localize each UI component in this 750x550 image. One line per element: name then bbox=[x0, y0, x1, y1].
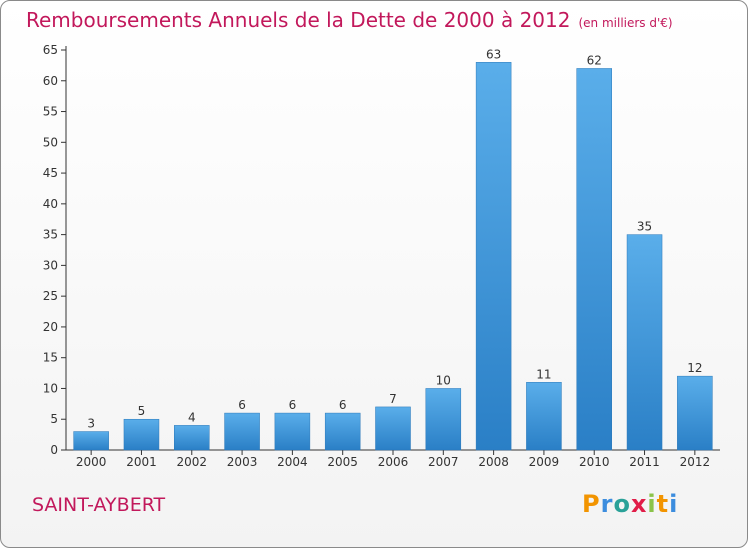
logo-letter: i bbox=[669, 490, 679, 518]
data-label: 10 bbox=[436, 373, 451, 387]
logo-letter: P bbox=[582, 490, 601, 518]
commune-name: SAINT-AYBERT bbox=[32, 494, 166, 516]
y-tick-label: 35 bbox=[43, 228, 58, 242]
x-tick-label: 2007 bbox=[428, 455, 459, 469]
data-label: 12 bbox=[687, 361, 702, 375]
bar bbox=[677, 375, 713, 451]
data-label: 7 bbox=[389, 392, 397, 406]
logo-letter: x bbox=[630, 490, 648, 518]
x-tick-label: 2001 bbox=[126, 455, 157, 469]
x-tick-label: 2011 bbox=[629, 455, 660, 469]
x-tick-label: 2009 bbox=[529, 455, 560, 469]
data-label: 63 bbox=[486, 47, 501, 61]
logo-letter: i bbox=[647, 490, 657, 518]
y-tick-label: 20 bbox=[43, 320, 58, 334]
data-label: 3 bbox=[87, 417, 95, 431]
x-tick-label: 2003 bbox=[227, 455, 258, 469]
y-tick-label: 30 bbox=[43, 258, 58, 272]
x-tick-label: 2004 bbox=[277, 455, 308, 469]
y-tick-label: 10 bbox=[43, 381, 58, 395]
bar bbox=[475, 62, 512, 451]
data-label: 6 bbox=[289, 398, 297, 412]
y-tick-label: 45 bbox=[43, 166, 58, 180]
chart-labels: 2000 3 2001 5 2002 4 2003 6 2004 6 2005 6 2006 7 2007 1… bbox=[76, 47, 710, 469]
chart-subtitle: (en milliers d'€) bbox=[578, 16, 673, 30]
y-tick-label: 65 bbox=[43, 43, 58, 57]
data-label: 4 bbox=[188, 410, 196, 424]
data-label: 62 bbox=[587, 53, 602, 67]
x-tick-label: 2012 bbox=[680, 455, 711, 469]
bar bbox=[425, 388, 462, 451]
bar bbox=[375, 406, 411, 451]
chart-bars bbox=[73, 62, 713, 451]
y-tick-label: 50 bbox=[43, 135, 58, 149]
y-tick-label: 15 bbox=[43, 351, 58, 365]
bar bbox=[224, 412, 260, 451]
y-tick-label: 5 bbox=[50, 412, 58, 426]
x-tick-label: 2006 bbox=[378, 455, 409, 469]
x-tick-label: 2008 bbox=[478, 455, 509, 469]
proxiti-logo: Proxiti bbox=[582, 490, 678, 518]
y-tick-label: 0 bbox=[50, 443, 58, 457]
bar bbox=[576, 68, 612, 451]
y-tick-label: 40 bbox=[43, 197, 58, 211]
bar bbox=[123, 418, 160, 451]
x-tick-label: 2000 bbox=[76, 455, 107, 469]
bar bbox=[73, 431, 109, 451]
data-label: 6 bbox=[339, 398, 347, 412]
bar bbox=[324, 412, 361, 451]
data-label: 11 bbox=[536, 367, 551, 381]
y-tick-label: 60 bbox=[43, 74, 58, 88]
chart-title: Remboursements Annuels de la Dette de 20… bbox=[26, 8, 673, 32]
logo-letter: t bbox=[656, 490, 670, 518]
x-tick-label: 2010 bbox=[579, 455, 610, 469]
data-label: 35 bbox=[637, 220, 652, 234]
logo-letter: o bbox=[613, 490, 631, 518]
y-tick-label: 25 bbox=[43, 289, 58, 303]
bar bbox=[274, 412, 311, 451]
x-tick-label: 2005 bbox=[327, 455, 358, 469]
chart-title-text: Remboursements Annuels de la Dette de 20… bbox=[26, 8, 571, 32]
data-label: 5 bbox=[138, 404, 146, 418]
bar bbox=[174, 425, 210, 451]
y-tick-label: 55 bbox=[43, 105, 58, 119]
data-label: 6 bbox=[238, 398, 246, 412]
bar bbox=[526, 382, 562, 451]
logo-letter: r bbox=[600, 490, 614, 518]
bar bbox=[626, 234, 663, 451]
x-tick-label: 2002 bbox=[176, 455, 207, 469]
